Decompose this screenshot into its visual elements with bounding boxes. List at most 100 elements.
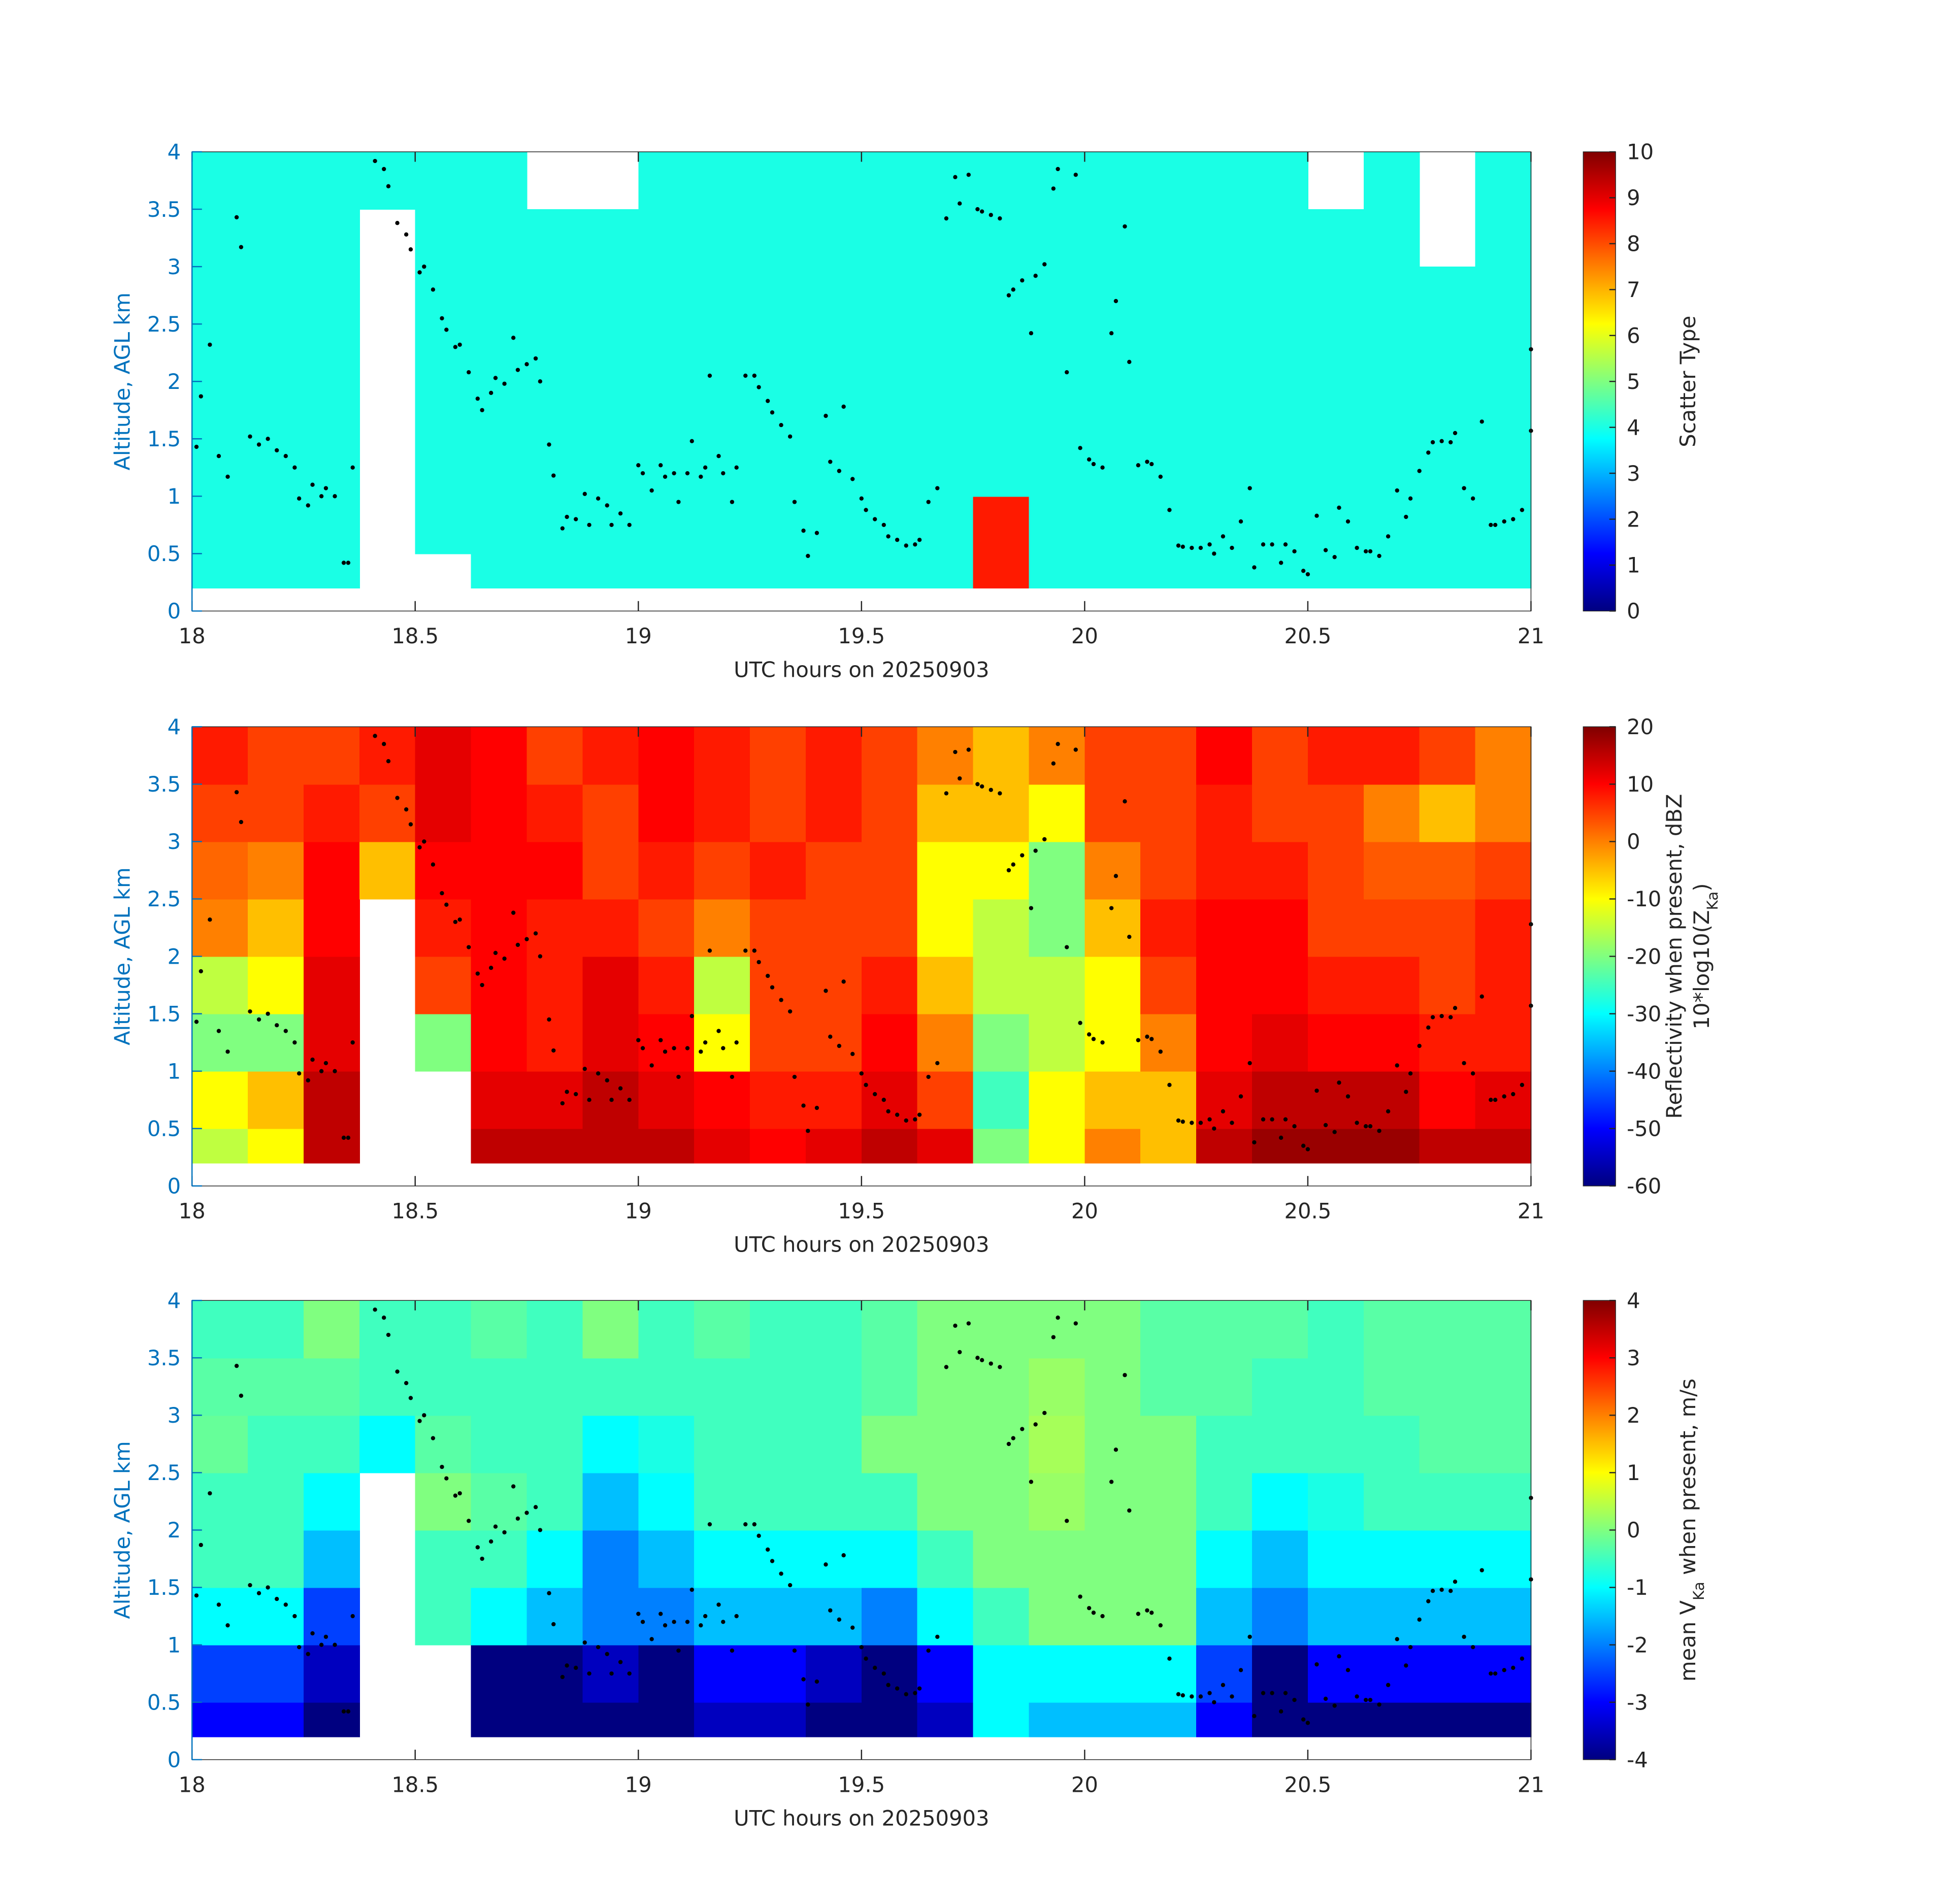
heatmap-cell — [1252, 496, 1308, 554]
heatmap-cell — [1475, 784, 1532, 842]
point — [1180, 1693, 1185, 1698]
heatmap-cell — [1196, 1587, 1253, 1646]
heatmap-cell — [1307, 439, 1364, 497]
point — [707, 373, 712, 378]
colorbar-tick-label: -30 — [1627, 1001, 1661, 1026]
point — [1426, 1599, 1431, 1603]
heatmap-cell — [805, 1587, 862, 1646]
heatmap-cell — [861, 1645, 918, 1703]
heatmap-cell — [917, 1071, 974, 1129]
heatmap-cell — [917, 324, 974, 382]
point — [453, 920, 458, 924]
heatmap-cell — [805, 1702, 862, 1737]
point — [881, 1671, 886, 1676]
point — [1056, 742, 1060, 746]
point — [467, 945, 471, 949]
heatmap-cell — [582, 1358, 639, 1416]
point — [1091, 462, 1096, 467]
point — [676, 1074, 681, 1079]
heatmap-cell — [638, 553, 695, 589]
heatmap-cell — [694, 1300, 751, 1359]
point — [850, 1625, 855, 1630]
heatmap-cell — [1307, 784, 1364, 842]
point — [1113, 1448, 1118, 1452]
heatmap-cell — [582, 324, 639, 382]
heatmap-cell — [248, 209, 304, 268]
point — [1520, 1082, 1525, 1087]
heatmap-cell — [1419, 1415, 1476, 1473]
point — [1364, 1697, 1368, 1702]
point — [283, 454, 288, 458]
point — [1426, 1025, 1431, 1030]
point — [1011, 287, 1015, 292]
point — [333, 1643, 337, 1647]
heatmap-cell — [917, 553, 974, 589]
y-tick-label: 2 — [168, 1518, 181, 1542]
heatmap-cell — [1475, 324, 1532, 382]
heatmap-cell — [1419, 1472, 1476, 1531]
heatmap-cell — [248, 1128, 304, 1164]
heatmap-cell — [1196, 209, 1253, 268]
point — [1270, 542, 1274, 547]
point — [373, 734, 377, 738]
heatmap-cell — [526, 1530, 583, 1588]
heatmap-cell — [1140, 553, 1197, 589]
colorbar-label: mean VKa when present, m/s — [1675, 1378, 1707, 1682]
heatmap-cell — [1140, 1645, 1197, 1703]
point — [873, 1665, 877, 1670]
point — [703, 1040, 708, 1045]
heatmap-cell — [973, 1702, 1030, 1737]
heatmap-cell — [861, 152, 918, 210]
point — [1283, 1691, 1288, 1695]
colorbar-tick-label: 10 — [1627, 772, 1654, 797]
heatmap-cell — [805, 553, 862, 589]
heatmap-cell — [805, 1071, 862, 1129]
point — [1247, 1634, 1252, 1639]
point — [248, 434, 252, 439]
heatmap-cell — [1363, 496, 1420, 554]
point — [444, 1476, 449, 1481]
point — [1426, 450, 1431, 455]
point — [841, 979, 846, 984]
point — [582, 491, 587, 496]
point — [547, 442, 551, 447]
point — [864, 508, 868, 512]
point — [341, 1135, 346, 1140]
point — [814, 1105, 819, 1110]
heatmap-cell — [917, 1587, 974, 1646]
colorbar-label-part: ) — [1689, 883, 1714, 891]
heatmap-cell — [1363, 899, 1420, 957]
point — [1502, 1668, 1506, 1672]
point — [1212, 551, 1216, 556]
heatmap-cell — [192, 1013, 249, 1072]
point — [814, 531, 819, 535]
heatmap-cell — [805, 267, 862, 325]
point — [913, 1117, 917, 1122]
colorbar-tick-label: 0 — [1627, 829, 1640, 854]
point — [565, 1663, 569, 1668]
point — [1305, 572, 1310, 577]
point — [1270, 1117, 1274, 1122]
point — [913, 542, 917, 547]
point — [1479, 1568, 1484, 1572]
point — [828, 1608, 833, 1613]
point — [297, 1645, 302, 1650]
heatmap-cell — [248, 324, 304, 382]
point — [707, 948, 712, 953]
heatmap-cell — [1196, 1472, 1253, 1531]
point — [1167, 508, 1172, 512]
heatmap-cell — [1307, 1415, 1364, 1473]
heatmap-cell — [248, 1358, 304, 1416]
point — [1439, 1013, 1444, 1019]
point — [1278, 1709, 1283, 1714]
point — [904, 1692, 908, 1696]
heatmap-cell — [1084, 1702, 1141, 1737]
point — [511, 1484, 516, 1489]
point — [1449, 440, 1453, 445]
point — [1417, 1043, 1422, 1048]
point — [440, 1464, 444, 1469]
heatmap-cell — [861, 1013, 918, 1072]
point — [1261, 1117, 1266, 1122]
point — [1221, 1109, 1226, 1113]
heatmap-cell — [750, 324, 806, 382]
